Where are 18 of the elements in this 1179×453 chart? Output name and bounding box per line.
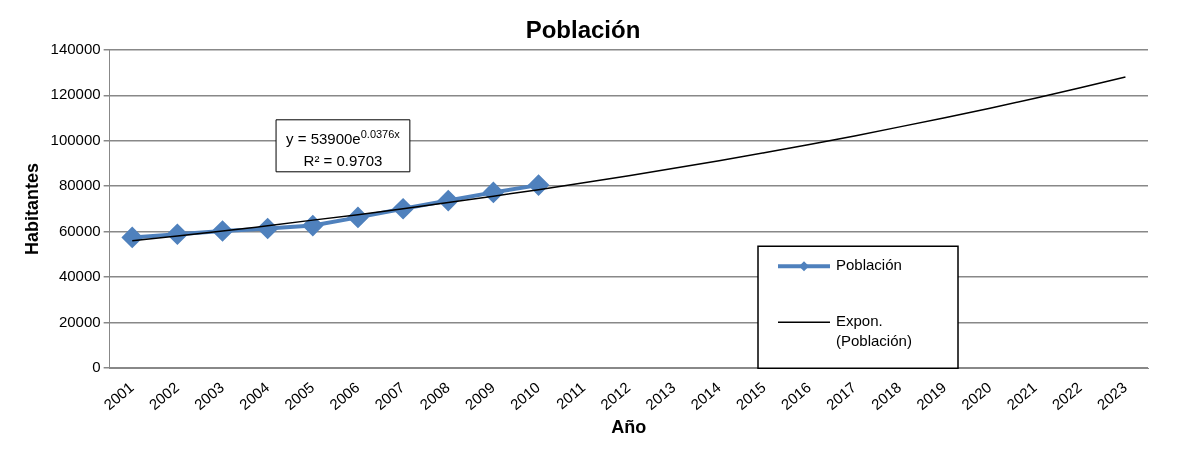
y-tick-label: 40000 [58, 267, 101, 285]
y-tick-label: 20000 [58, 312, 101, 330]
point [528, 175, 549, 196]
legend-label: Expon. (Población) [836, 312, 912, 350]
y-tick-label: 120000 [50, 85, 101, 103]
annotation: R² = 0.9703 [303, 151, 383, 169]
point [302, 215, 323, 236]
y-tick-label: 60000 [58, 221, 101, 239]
chart-title: Población [525, 16, 641, 44]
point [122, 227, 143, 248]
y-tick-label: 140000 [50, 39, 101, 57]
x-axis-title: Año [611, 417, 647, 438]
point [483, 182, 504, 203]
y-tick-label: 100000 [50, 130, 101, 148]
legend-label: Población [836, 256, 902, 274]
y-tick-label: 80000 [58, 176, 101, 194]
y-axis-title: Habitantes [21, 162, 42, 255]
y-tick-label: 0 [92, 358, 101, 376]
